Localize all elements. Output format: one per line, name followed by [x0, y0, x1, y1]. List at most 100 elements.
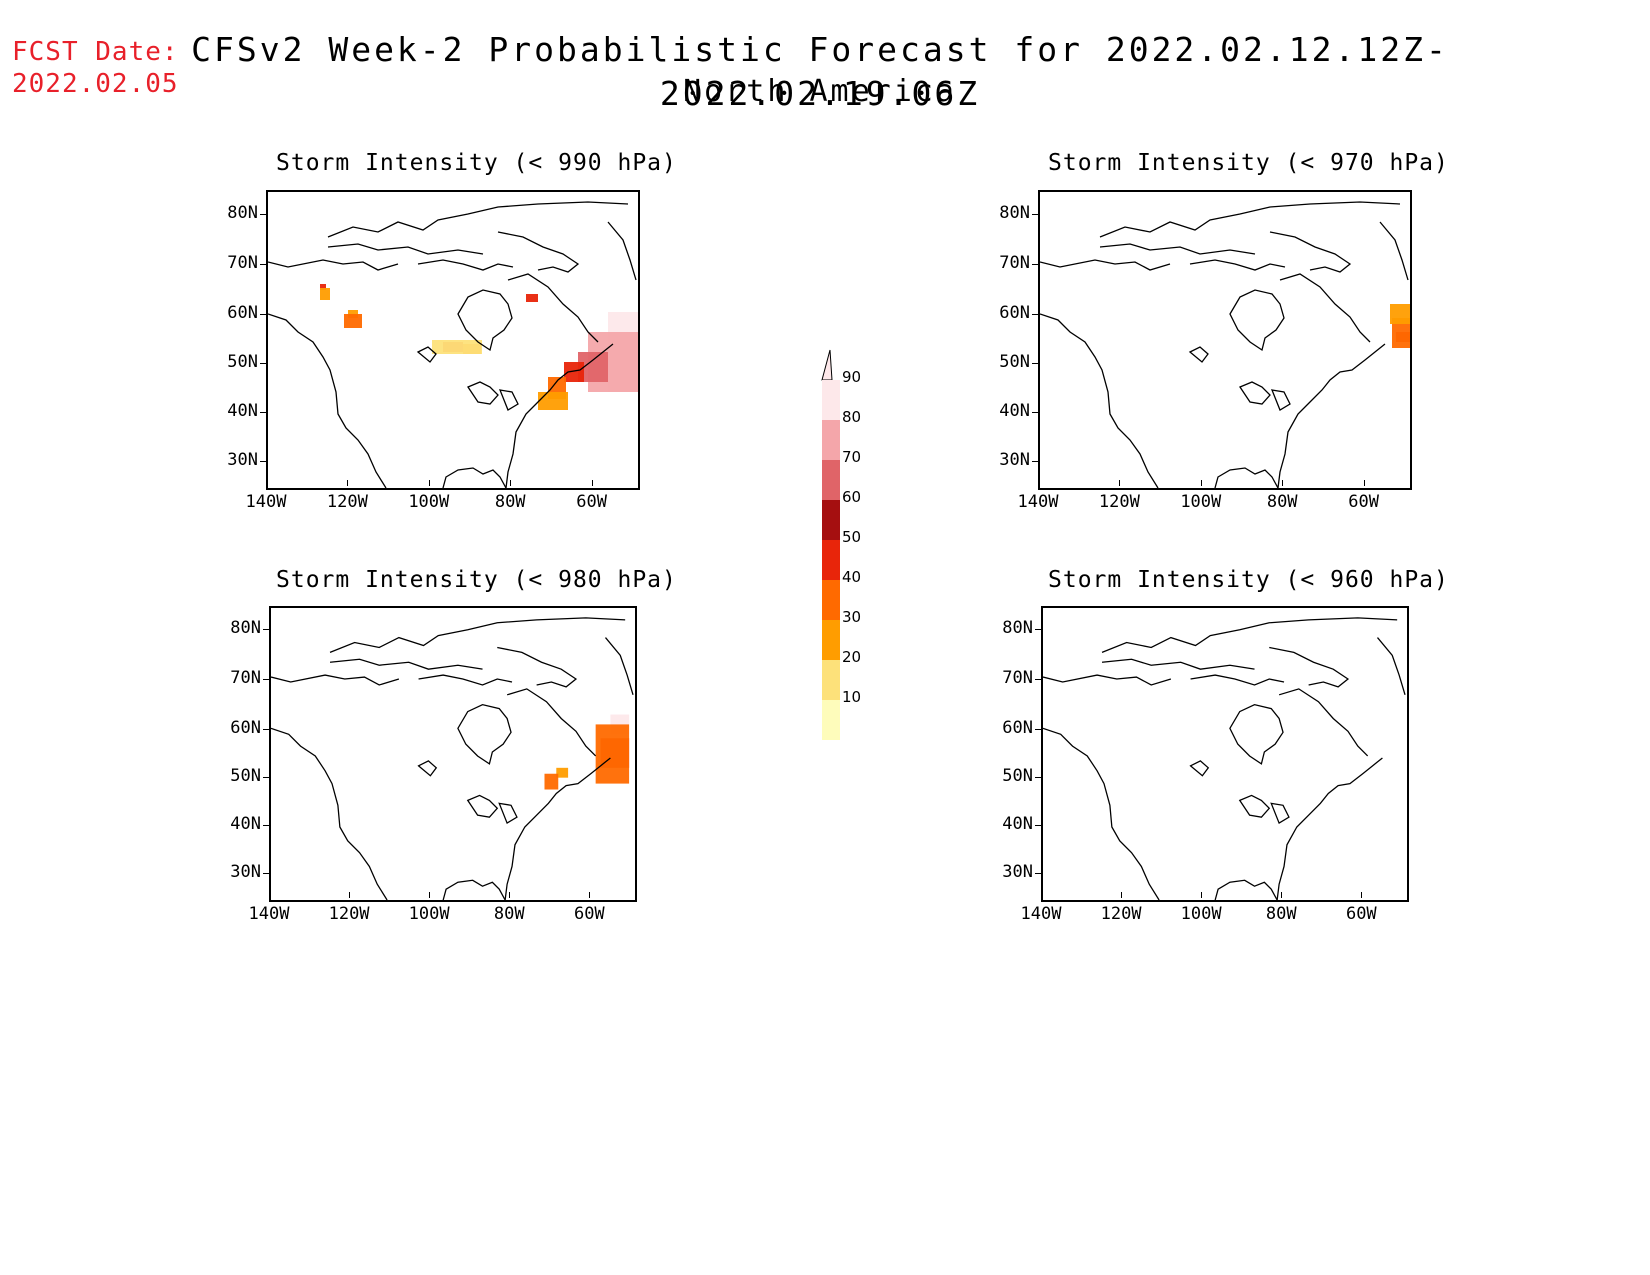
lon-label: 140W: [1020, 904, 1062, 924]
lat-label: 50N: [227, 352, 258, 373]
coastline: [1189, 760, 1210, 777]
map-svg: [1043, 617, 1406, 900]
colorbar-label: 90: [842, 368, 862, 386]
lon-label: 120W: [328, 904, 370, 924]
lat-tick: [263, 776, 270, 778]
map-svg: [1040, 201, 1410, 488]
lat-label: 70N: [999, 253, 1030, 273]
lat-tick: [1032, 412, 1039, 413]
lat-tick: [263, 825, 270, 826]
coastline: [1214, 879, 1278, 900]
lon-label: 60W: [576, 492, 607, 512]
lon-label: 100W: [1180, 904, 1222, 924]
lat-label: 40N: [230, 814, 261, 834]
coastline: [457, 289, 513, 352]
lon-tick: [266, 480, 267, 486]
coastline: [1043, 674, 1172, 686]
colorbar-label: 10: [842, 688, 862, 706]
colorbar-label: 80: [842, 408, 862, 426]
probability-shade: [432, 340, 482, 354]
coastline: [498, 389, 519, 411]
coastline: [1379, 221, 1409, 281]
lat-tick: [260, 412, 267, 413]
lon-label: 120W: [326, 492, 368, 512]
coastline: [327, 243, 484, 255]
map-area: [266, 190, 640, 490]
coastline: [271, 727, 388, 900]
lat-label: 30N: [230, 862, 261, 883]
map-svg: [268, 201, 638, 488]
forecast-date-value: 2022.02.05: [12, 69, 179, 99]
lat-tick: [1032, 460, 1039, 462]
colorbar-swatch: [822, 460, 840, 500]
coastline: [329, 617, 626, 653]
lat-label: 40N: [227, 401, 258, 421]
probability-shade: [344, 314, 362, 328]
lon-tick: [1119, 480, 1121, 486]
colorbar-swatch: [822, 620, 840, 660]
coastline: [271, 674, 400, 686]
probability-shade: [526, 294, 538, 302]
lat-tick: [1035, 873, 1042, 875]
lat-tick: [263, 728, 270, 730]
page-subtitle: North America: [683, 74, 957, 109]
coastline: [1269, 231, 1352, 273]
lat-label: 80N: [230, 618, 261, 639]
lon-label: 100W: [408, 492, 450, 512]
lon-tick: [1282, 480, 1284, 486]
lon-label: 140W: [1017, 492, 1059, 512]
lat-tick: [1035, 776, 1042, 778]
lon-label: 80W: [494, 492, 526, 512]
coastline: [1270, 802, 1290, 824]
lat-tick: [1032, 264, 1039, 265]
probability-shade: [1392, 318, 1410, 348]
lon-tick: [1200, 480, 1202, 486]
lon-tick: [1201, 892, 1203, 898]
lon-tick: [269, 892, 270, 898]
probability-shade: [595, 724, 630, 784]
lat-tick: [1032, 314, 1039, 316]
panel-title: Storm Intensity (< 960 hPa): [1048, 567, 1449, 593]
lon-tick: [1281, 892, 1283, 898]
coastline: [1229, 289, 1285, 352]
lon-tick: [428, 480, 430, 486]
coastline: [604, 637, 634, 695]
lat-label: 70N: [227, 253, 258, 273]
lat-tick: [1035, 679, 1042, 680]
colorbar-label: 70: [842, 448, 862, 466]
coastline: [1040, 313, 1159, 488]
lon-label: 80W: [1266, 492, 1298, 512]
coastline: [417, 760, 438, 777]
coastline: [497, 231, 580, 273]
lon-label: 60W: [1345, 904, 1377, 924]
colorbar-swatch: [822, 420, 840, 460]
lat-tick: [263, 679, 270, 680]
coastline: [1190, 674, 1285, 686]
lat-tick: [260, 460, 267, 462]
coastline: [1229, 704, 1284, 765]
colorbar-svg: [821, 349, 840, 740]
map-area: [1041, 606, 1409, 902]
lon-tick: [429, 892, 431, 898]
coastline: [1099, 201, 1401, 238]
coastline: [1189, 259, 1286, 271]
coastline: [1043, 727, 1160, 900]
coastline: [1376, 637, 1406, 695]
lon-tick: [347, 480, 349, 486]
forecast-date-label: FCST Date:: [12, 37, 179, 67]
coastline: [416, 346, 437, 363]
map-area: [269, 606, 637, 902]
lon-label: 80W: [1265, 904, 1297, 924]
lat-tick: [1035, 728, 1042, 730]
panel-title: Storm Intensity (< 970 hPa): [1048, 150, 1449, 176]
colorbar-label: 30: [842, 608, 862, 626]
lat-label: 60N: [1002, 717, 1033, 738]
probability-shade: [544, 773, 559, 790]
lat-tick: [260, 314, 267, 316]
colorbar-label: 50: [842, 528, 862, 546]
lat-label: 80N: [227, 202, 258, 223]
coastline: [1277, 343, 1386, 488]
lat-label: 30N: [999, 449, 1030, 470]
lon-label: 120W: [1100, 904, 1142, 924]
coastline: [466, 794, 499, 818]
